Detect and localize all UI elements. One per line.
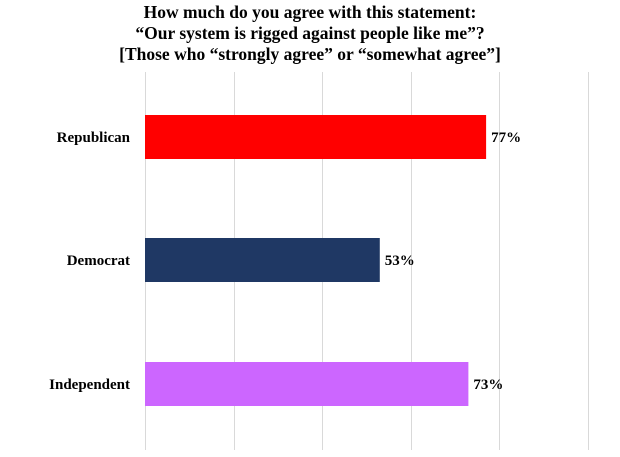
bar-republican <box>145 115 487 159</box>
bar-democrat <box>145 238 380 282</box>
category-label-democrat: Democrat <box>67 253 130 269</box>
chart-title: How much do you agree with this statemen… <box>0 2 620 65</box>
value-label-democrat: 53% <box>385 253 415 269</box>
value-label-independent: 73% <box>473 377 503 393</box>
value-label-republican: 77% <box>491 130 521 146</box>
title-line-1: How much do you agree with this statemen… <box>143 2 477 22</box>
title-line-2: “Our system is rigged against people lik… <box>135 23 485 43</box>
category-label-independent: Independent <box>49 377 130 393</box>
category-label-republican: Republican <box>57 130 131 146</box>
title-line-3: [Those who “strongly agree” or “somewhat… <box>119 44 501 64</box>
bar-independent <box>145 362 469 406</box>
